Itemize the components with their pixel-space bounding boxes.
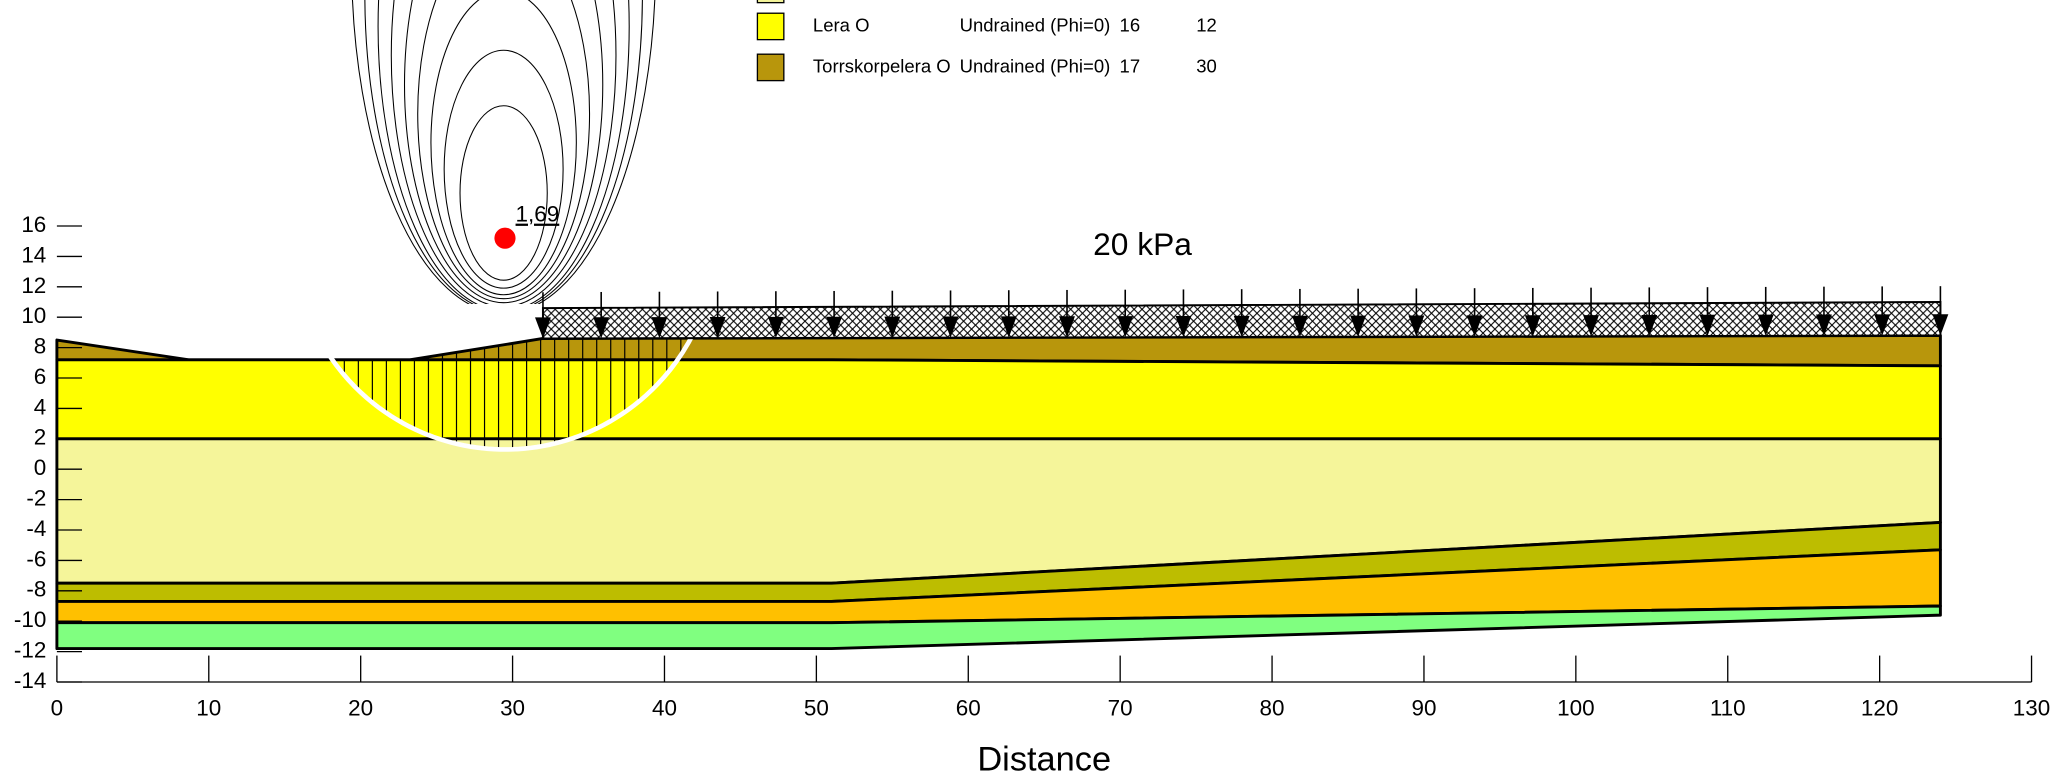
x-tick-label: 10 bbox=[196, 696, 221, 721]
y-tick-label: 6 bbox=[34, 364, 47, 389]
load-arrow-head bbox=[1583, 315, 1599, 337]
load-arrow-head bbox=[1699, 314, 1716, 336]
y-tick-label: 0 bbox=[34, 455, 47, 480]
load-arrow-head bbox=[1408, 315, 1425, 337]
load-arrow-head bbox=[709, 316, 726, 339]
load-arrow-head bbox=[884, 316, 901, 338]
load-arrow-head bbox=[1466, 315, 1483, 337]
y-tick-label: -8 bbox=[26, 577, 46, 602]
legend-name: Lera O bbox=[813, 14, 870, 35]
y-tick-label: -12 bbox=[14, 638, 46, 663]
legend-unit-weight: 17 bbox=[1120, 55, 1141, 76]
y-tick-label: -2 bbox=[26, 486, 46, 511]
slip-surface bbox=[328, 329, 697, 452]
x-tick-label: 70 bbox=[1108, 696, 1133, 721]
legend-name: Torrskorpelera O bbox=[813, 55, 951, 76]
safety-contours bbox=[351, 0, 656, 304]
load-arrow-head bbox=[826, 316, 843, 338]
legend-swatch-cut bbox=[756, 0, 785, 4]
y-tick-label: -4 bbox=[26, 516, 46, 541]
load-arrow-head bbox=[767, 316, 784, 338]
load-arrow-head bbox=[1059, 316, 1075, 338]
x-tick-label: 50 bbox=[804, 696, 829, 721]
y-tick-label: 2 bbox=[34, 425, 47, 450]
soil-layer bbox=[55, 358, 1942, 441]
y-tick-label: -10 bbox=[14, 607, 46, 632]
load-arrow-head bbox=[593, 317, 610, 339]
x-tick-label: 30 bbox=[500, 696, 525, 721]
load-arrow-head bbox=[1874, 314, 1891, 336]
y-tick-label: -6 bbox=[26, 546, 46, 571]
y-tick-label: 14 bbox=[21, 242, 46, 267]
load-arrow-head bbox=[1175, 315, 1192, 338]
load-arrow-head bbox=[1350, 315, 1367, 337]
load-arrow-head bbox=[535, 317, 551, 339]
legend-model: Undrained (Phi=0) bbox=[960, 55, 1111, 76]
x-axis-label: Distance bbox=[977, 740, 1111, 774]
x-tick-label: 60 bbox=[956, 696, 981, 721]
load-arrow-head bbox=[1524, 315, 1541, 337]
y-tick-label: -14 bbox=[14, 668, 46, 693]
x-tick-label: 0 bbox=[51, 696, 64, 721]
x-tick-label: 120 bbox=[1861, 696, 1898, 721]
load-arrow-head bbox=[1233, 315, 1250, 337]
y-tick-label: 4 bbox=[34, 394, 47, 419]
legend-cohesion: 12 bbox=[1196, 14, 1217, 35]
x-tick-label: 80 bbox=[1260, 696, 1285, 721]
legend-swatch bbox=[756, 53, 785, 82]
load-arrow-head bbox=[1291, 315, 1308, 337]
y-tick-label: 16 bbox=[21, 212, 46, 237]
legend-unit-weight: 16 bbox=[1120, 14, 1141, 35]
legend-cohesion: 30 bbox=[1196, 55, 1217, 76]
soil-layer bbox=[55, 604, 1942, 651]
y-tick-label: 10 bbox=[21, 303, 46, 328]
y-tick-label: 12 bbox=[21, 273, 46, 298]
legend-swatch bbox=[756, 12, 785, 41]
load-arrow-head bbox=[651, 317, 668, 339]
load-arrow-head bbox=[1000, 316, 1017, 338]
x-tick-label: 90 bbox=[1411, 696, 1436, 721]
legend-model: Undrained (Phi=0) bbox=[960, 14, 1111, 35]
load-arrow-head bbox=[1816, 314, 1832, 336]
load-arrow-head bbox=[1932, 314, 1949, 336]
load-arrow-head bbox=[1641, 314, 1658, 337]
critical-center bbox=[494, 227, 516, 249]
load-arrow-head bbox=[942, 316, 959, 338]
y-tick-label: 8 bbox=[34, 334, 47, 359]
x-tick-label: 20 bbox=[348, 696, 373, 721]
x-tick-label: 40 bbox=[652, 696, 677, 721]
x-tick-label: 100 bbox=[1557, 696, 1594, 721]
x-tick-label: 130 bbox=[2013, 696, 2050, 721]
x-tick-label: 110 bbox=[1710, 696, 1746, 721]
load-label: 20 kPa bbox=[1093, 226, 1192, 262]
load-arrow-head bbox=[1117, 316, 1134, 338]
load-arrow-head bbox=[1757, 314, 1774, 336]
factor-of-safety: 1,69 bbox=[516, 202, 560, 227]
